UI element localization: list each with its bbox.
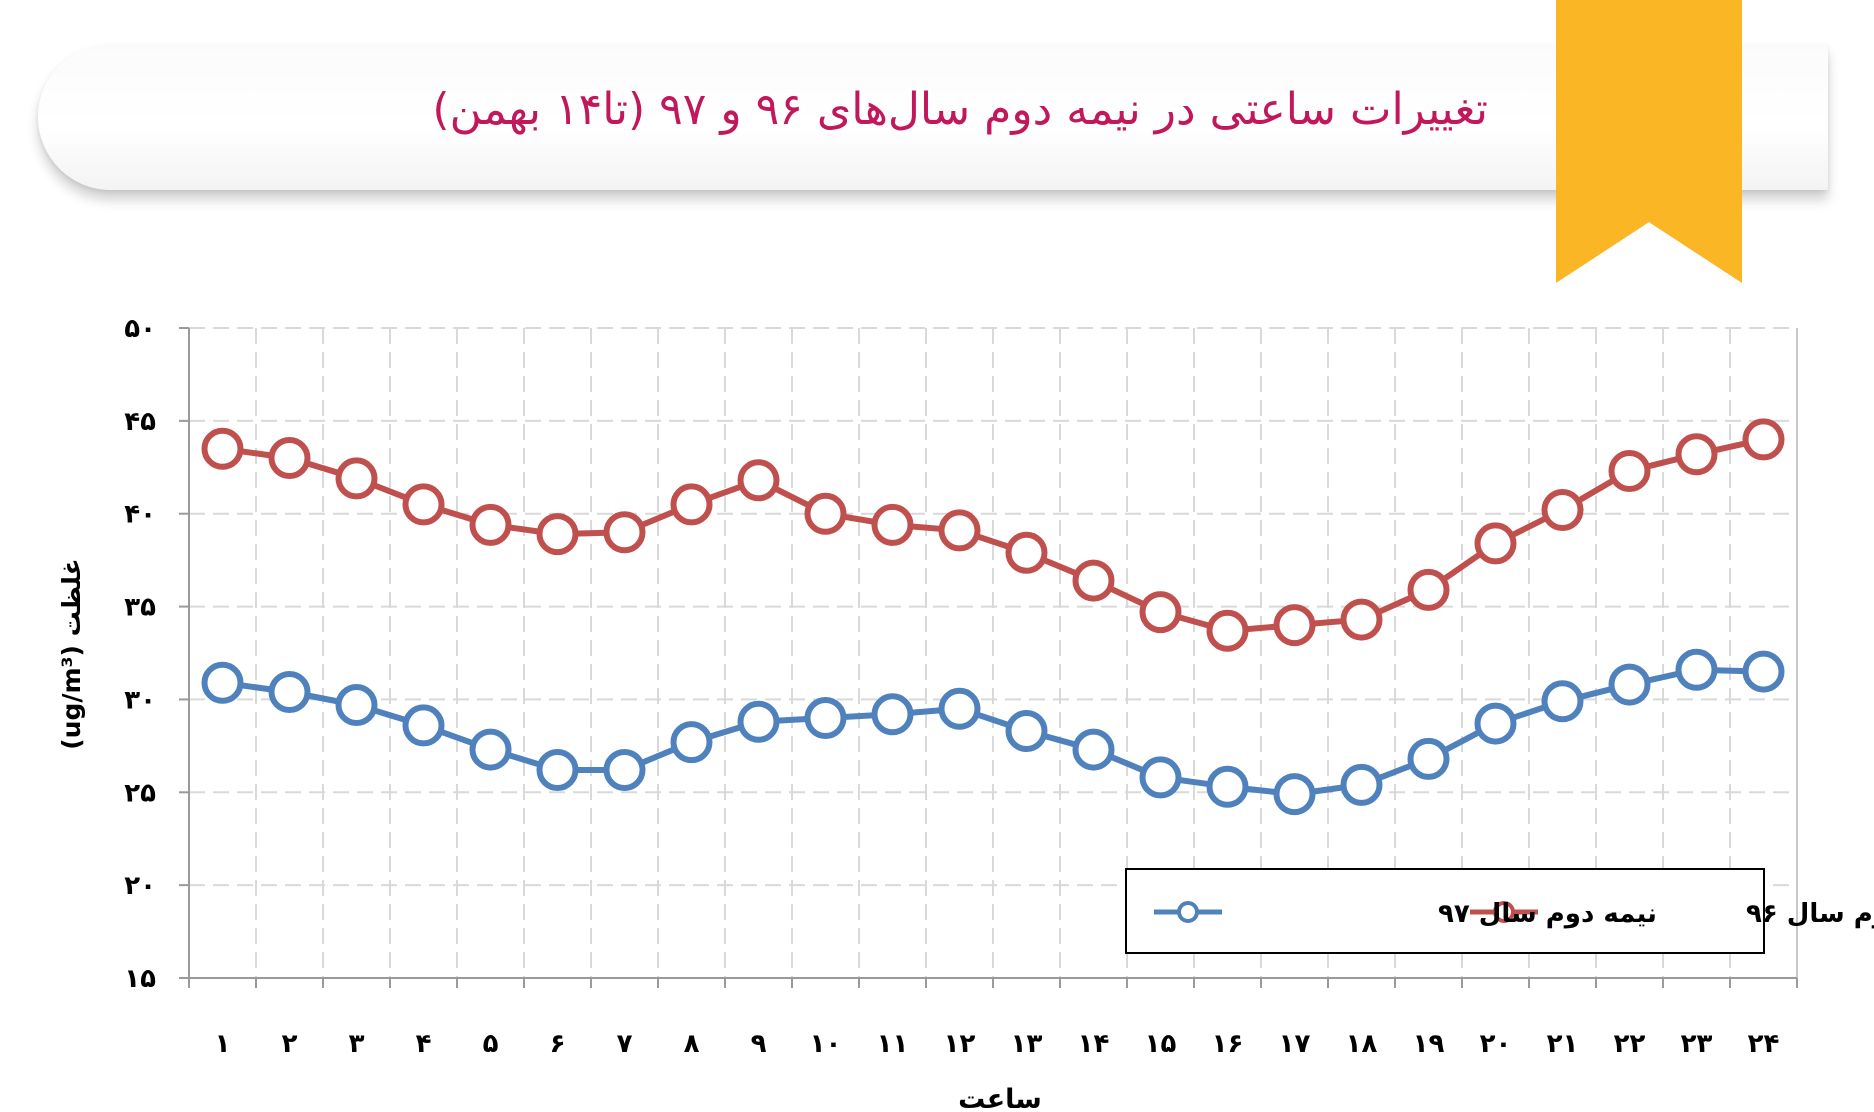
data-point <box>1139 756 1182 799</box>
x-tick-label: ۲۱ <box>1547 1029 1579 1059</box>
data-point <box>1742 650 1785 693</box>
data-point <box>1340 598 1383 641</box>
x-tick-label: ۲۰ <box>1480 1029 1512 1059</box>
data-point <box>268 437 311 479</box>
series-96 <box>201 418 1785 652</box>
data-point <box>1675 648 1718 691</box>
x-tick-label: ۱۰ <box>810 1029 842 1059</box>
y-tick-label: ۳۵ <box>124 593 156 623</box>
x-tick-label: ۱۷ <box>1279 1029 1311 1059</box>
data-point <box>1340 763 1383 806</box>
x-tick-label: ۱ <box>215 1029 231 1059</box>
legend-label-97: نیمه دوم سال ۹۷ <box>1438 899 1657 929</box>
x-tick-label: ۱۱ <box>877 1029 909 1059</box>
data-point <box>603 749 646 791</box>
data-point <box>1273 773 1316 816</box>
data-point <box>603 511 646 554</box>
data-point <box>1072 559 1115 602</box>
x-tick-label: ۴ <box>416 1029 432 1059</box>
data-point <box>201 427 244 470</box>
title-banner: تغییرات ساعتی در نیمه دوم سال‌های ۹۶ و ۹… <box>38 44 1828 190</box>
y-tick-label: ۴۵ <box>124 407 156 437</box>
series-layer <box>201 418 1785 816</box>
data-point <box>1206 609 1249 652</box>
x-tick-label: ۹ <box>751 1029 767 1059</box>
data-point <box>737 459 780 502</box>
x-tick-label: ۱۹ <box>1413 1029 1445 1059</box>
data-point <box>335 684 378 726</box>
x-tick-label: ۲۲ <box>1614 1029 1646 1059</box>
data-point <box>1407 737 1450 780</box>
y-tick-label: ۲۵ <box>124 778 156 808</box>
legend-marker-96 <box>1493 901 1515 923</box>
series-97 <box>201 648 1785 816</box>
data-point <box>938 687 981 730</box>
data-point <box>871 693 914 736</box>
x-tick-label: ۷ <box>617 1029 633 1059</box>
data-point <box>1608 663 1651 706</box>
x-tick-label: ۵ <box>483 1029 499 1059</box>
data-point <box>335 457 378 500</box>
data-point <box>938 509 981 552</box>
data-point <box>402 483 445 526</box>
data-point <box>670 483 713 526</box>
y-axis-title: (ug/m³) غلظت <box>57 558 86 750</box>
x-tick-label: ۶ <box>550 1029 566 1059</box>
data-point <box>1541 489 1584 531</box>
data-point <box>804 697 847 739</box>
data-point <box>536 513 579 556</box>
data-point <box>1005 710 1048 752</box>
data-point <box>1072 728 1115 771</box>
legend-box <box>1125 868 1765 954</box>
y-tick-label: ۱۵ <box>124 964 156 994</box>
data-point <box>469 503 512 546</box>
data-point <box>469 728 512 771</box>
x-axis-title: ساعت <box>958 1084 1042 1112</box>
x-tick-label: ۸ <box>684 1029 700 1059</box>
data-point <box>1474 522 1517 565</box>
y-tick-label: ۴۰ <box>124 500 156 530</box>
page-title: تغییرات ساعتی در نیمه دوم سال‌های ۹۶ و ۹… <box>432 84 1488 135</box>
data-point <box>1675 433 1718 476</box>
data-point <box>402 704 445 747</box>
data-point <box>201 661 244 704</box>
data-point <box>1206 765 1249 808</box>
x-tick-label: ۱۶ <box>1212 1029 1244 1059</box>
legend-marker-97 <box>1177 901 1199 923</box>
data-point <box>737 700 780 743</box>
x-tick-label: ۱۳ <box>1011 1029 1043 1059</box>
legend: نیمه دوم سال ۹۶ نیمه دوم سال ۹۷ <box>1125 868 1874 954</box>
x-tick-label: ۱۲ <box>944 1029 976 1059</box>
data-point <box>1541 680 1584 723</box>
data-point <box>1005 531 1048 574</box>
y-tick-label: ۳۰ <box>124 685 156 715</box>
x-tick-label: ۲ <box>282 1029 298 1059</box>
data-point <box>871 503 914 546</box>
data-point <box>1407 568 1450 611</box>
data-point <box>1139 591 1182 634</box>
x-tick-label: ۲۳ <box>1681 1029 1713 1059</box>
x-tick-label: ۱۸ <box>1346 1029 1378 1059</box>
x-tick-label: ۱۵ <box>1145 1029 1177 1059</box>
data-point <box>804 492 847 535</box>
data-point <box>670 721 713 764</box>
y-tick-label: ۵۰ <box>124 314 156 344</box>
legend-label-96: نیمه دوم سال ۹۶ <box>1746 899 1874 929</box>
x-tick-label: ۲۴ <box>1748 1029 1780 1059</box>
y-tick-label: ۲۰ <box>124 871 156 901</box>
data-point <box>536 749 579 791</box>
x-tick-label: ۱۴ <box>1078 1029 1110 1059</box>
data-point <box>1608 450 1651 492</box>
x-tick-label: ۳ <box>349 1029 365 1059</box>
data-point <box>268 671 311 713</box>
data-point <box>1273 604 1316 647</box>
data-point <box>1474 702 1517 745</box>
data-point <box>1742 418 1785 461</box>
